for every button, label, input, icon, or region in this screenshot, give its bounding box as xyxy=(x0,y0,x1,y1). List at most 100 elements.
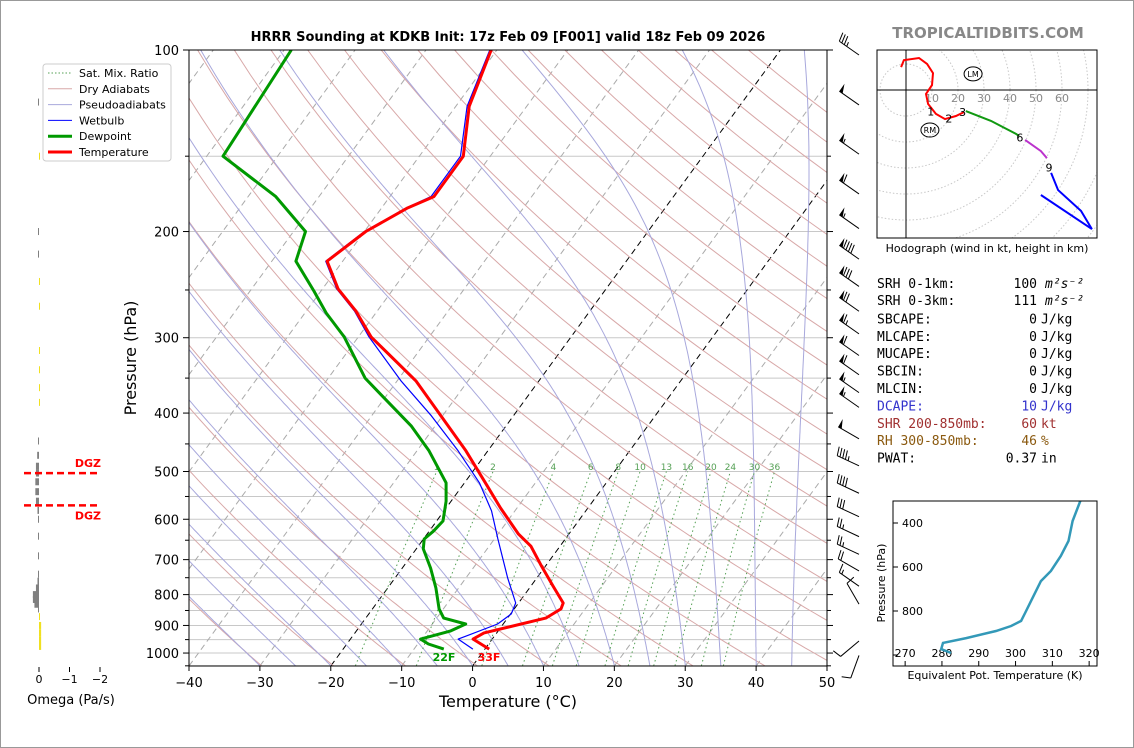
omega-bar xyxy=(38,570,39,578)
omega-bar xyxy=(38,532,39,540)
storm-motion-label: RM xyxy=(924,126,937,135)
barb-half-feather xyxy=(842,392,846,397)
hodograph-height-label: 1 xyxy=(927,106,934,119)
barb-pennant xyxy=(839,265,845,275)
dry-adiabat xyxy=(189,469,406,666)
omega-bar xyxy=(32,595,39,603)
legend-box xyxy=(42,63,172,162)
omega-bar xyxy=(38,250,39,258)
omega-bar xyxy=(38,98,39,106)
y-tick-label: 500 xyxy=(154,466,179,481)
barb-feather xyxy=(841,676,851,679)
pseudoadiabat xyxy=(189,595,261,666)
barb-feather xyxy=(836,497,840,507)
hodograph-frame xyxy=(876,49,1098,239)
mixing-ratio-line xyxy=(722,471,775,666)
dry-adiabat xyxy=(380,50,827,435)
omega-bar xyxy=(39,613,40,621)
barb-feather xyxy=(842,355,848,365)
barb-staff xyxy=(840,640,860,657)
stat-value: 0 xyxy=(1029,330,1037,345)
omega-tick-label: 0 xyxy=(36,673,43,686)
omega-bar xyxy=(35,462,39,470)
wind-barb xyxy=(839,172,860,195)
wind-barb xyxy=(839,83,860,106)
barb-half-feather xyxy=(845,320,849,325)
stat-row: DCAPE: 10 J/kg xyxy=(877,399,1072,414)
x-tick-label: 10 xyxy=(535,676,552,691)
stat-unit: in xyxy=(1041,452,1057,467)
wind-barb xyxy=(832,640,860,657)
isotherm xyxy=(189,50,427,376)
legend-label: Pseudoadiabats xyxy=(79,99,166,112)
x-tick-label: 30 xyxy=(677,676,694,691)
x-tick-label: −30 xyxy=(246,676,273,691)
barb-pennant xyxy=(839,312,845,323)
barb-feather xyxy=(841,34,846,44)
barb-pennant xyxy=(839,207,845,218)
hodograph-segment-9-12 xyxy=(1040,172,1093,230)
barb-feather xyxy=(843,35,849,45)
omega-bar xyxy=(39,366,40,374)
y-tick-label: 600 xyxy=(154,513,179,528)
isotherm xyxy=(401,82,827,666)
mixing-ratio-label: 13 xyxy=(661,463,672,473)
barb-pennant xyxy=(839,237,845,248)
stat-row: SRH 0-1km: 100 m²s⁻² xyxy=(877,277,1084,292)
barb-feather xyxy=(839,536,843,546)
barb-feather xyxy=(836,446,840,456)
pseudoadiabat xyxy=(189,136,580,666)
mixing-ratio-line xyxy=(354,471,438,666)
isotherm xyxy=(543,276,827,666)
legend-label: Wetbulb xyxy=(79,114,124,127)
wind-barb xyxy=(838,32,860,56)
stat-unit: J/kg xyxy=(1041,330,1072,345)
barb-staff xyxy=(850,655,860,679)
dry-adiabat xyxy=(189,159,766,666)
barb-pennant xyxy=(839,334,845,345)
legend-label: Dewpoint xyxy=(79,130,132,143)
barb-feather xyxy=(845,241,850,251)
barb-feather xyxy=(842,335,848,345)
y-tick-label: 1000 xyxy=(146,647,179,662)
stat-value: 0 xyxy=(1029,365,1037,380)
stat-unit: m²s⁻² xyxy=(1044,294,1084,309)
barb-feather xyxy=(842,239,848,249)
isotherm xyxy=(189,50,285,182)
skewt-profiles: 1 2 4 6 8 10 13 16 20 24 30 36 xyxy=(221,50,781,651)
wind-barb xyxy=(839,353,860,376)
pseudoadiabat xyxy=(189,443,403,666)
omega-bar xyxy=(39,629,42,637)
theta-e-y-tick-label: 600 xyxy=(902,561,923,574)
dry-adiabat xyxy=(270,50,827,544)
barb-half-feather xyxy=(842,138,846,144)
barb-feather xyxy=(839,475,843,485)
pseudoadiabat xyxy=(791,50,810,666)
omega-bar xyxy=(38,228,39,236)
stat-value: 60 xyxy=(1021,417,1037,432)
dry-adiabat xyxy=(490,50,827,333)
legend-label: Sat. Mix. Ratio xyxy=(79,67,159,80)
barb-feather xyxy=(837,549,842,560)
barb-feather xyxy=(839,498,843,508)
theta-e-line xyxy=(939,501,1082,655)
stat-unit: J/kg xyxy=(1041,347,1072,362)
omega-bar xyxy=(39,384,40,392)
pseudoadiabat xyxy=(200,50,615,666)
barb-half-feather xyxy=(841,569,845,575)
legend-label: Temperature xyxy=(78,146,149,159)
wind-barb xyxy=(838,563,860,587)
stat-label: SRH 0-3km: xyxy=(877,294,955,309)
barb-feather xyxy=(836,535,840,545)
stat-row: SBCIN: 0 J/kg xyxy=(877,365,1072,380)
omega-bar xyxy=(37,577,39,585)
wind-barb xyxy=(836,535,860,555)
mixing-ratio-label: 2 xyxy=(490,463,496,473)
barb-pennant xyxy=(839,386,845,396)
stat-value: 46 xyxy=(1021,434,1037,449)
omega-bar xyxy=(35,488,39,496)
dry-adiabat xyxy=(344,50,827,471)
stat-row: MLCIN: 0 J/kg xyxy=(877,382,1072,397)
